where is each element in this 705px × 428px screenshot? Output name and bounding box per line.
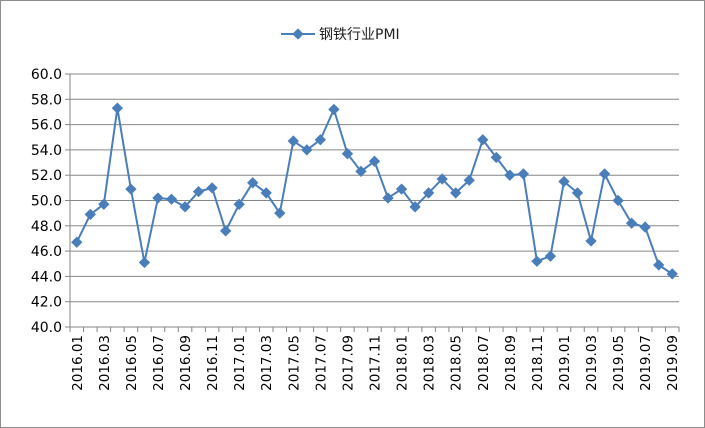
x-tick-label: 2017.07 [313, 335, 329, 391]
x-tick-label: 2016.03 [97, 335, 113, 391]
x-tick-label: 2016.11 [205, 335, 221, 391]
data-point [625, 217, 638, 229]
x-tick-label: 2016.07 [151, 335, 167, 391]
data-point [490, 151, 502, 164]
x-tick-label: 2019.07 [638, 335, 654, 391]
data-point [436, 173, 448, 185]
data-point [422, 187, 435, 199]
series-layer [71, 102, 678, 280]
data-point [450, 187, 462, 199]
y-tick-label: 52.0 [31, 168, 62, 184]
data-point [287, 135, 299, 147]
data-point [71, 236, 83, 248]
y-tick-label: 60.0 [31, 67, 62, 83]
data-point [111, 102, 124, 114]
x-tick-label: 2017.03 [259, 335, 275, 391]
data-point [395, 183, 408, 195]
x-tick-label: 2017.09 [340, 335, 356, 391]
data-point [206, 182, 218, 194]
y-tick-label: 44.0 [31, 269, 62, 285]
legend-label: 钢铁行业PMI [319, 27, 400, 43]
data-point [165, 193, 178, 205]
series-line [75, 107, 673, 275]
data-point [179, 201, 191, 213]
y-tick-label: 58.0 [31, 92, 62, 108]
data-point [504, 169, 516, 181]
x-tick-label: 2016.05 [124, 335, 140, 391]
y-tick-label: 42.0 [31, 295, 62, 311]
y-tick-label: 48.0 [31, 219, 62, 235]
x-tick-label: 2017.11 [368, 335, 384, 391]
data-point [409, 201, 421, 213]
data-point [125, 183, 137, 195]
data-point [585, 235, 597, 247]
data-point [368, 155, 381, 167]
x-tick-label: 2018.09 [503, 335, 519, 391]
x-tick-label: 2018.11 [530, 335, 546, 391]
data-point [152, 192, 164, 204]
data-point [666, 268, 678, 280]
data-point [571, 187, 584, 199]
legend-marker-diamond [292, 28, 304, 40]
x-tick-label: 2016.01 [70, 335, 86, 391]
y-axis: 40.0 42.0 44.0 46.0 48.0 50.0 52.0 54.0 56.0 58.0… [31, 67, 71, 336]
data-point [653, 259, 665, 271]
x-tick-label: 2017.05 [286, 335, 302, 391]
x-tick-label: 2017.01 [232, 335, 248, 391]
data-point [598, 168, 611, 180]
data-point [274, 207, 286, 219]
data-point [477, 134, 489, 146]
data-point [247, 177, 259, 189]
y-tick-label: 56.0 [31, 118, 62, 134]
data-point [138, 256, 151, 269]
y-tick-label: 54.0 [31, 143, 62, 159]
y-tick-label: 46.0 [31, 244, 62, 260]
y-tick-label: 50.0 [31, 194, 62, 210]
y-tick-label: 40.0 [31, 320, 62, 336]
x-tick-label: 2018.07 [476, 335, 492, 391]
x-tick-label: 2019.01 [557, 335, 573, 391]
data-point [328, 103, 340, 116]
x-tick-label: 2018.03 [422, 335, 438, 391]
data-point [639, 221, 651, 233]
data-point [531, 255, 543, 267]
data-point [233, 198, 245, 210]
data-point [341, 148, 354, 160]
data-point [260, 187, 272, 199]
x-axis: 2016.01 2016.03 2016.05 2016.07 2016.09 2016.… [69, 326, 681, 391]
data-point [544, 250, 557, 262]
data-point [192, 185, 205, 198]
data-point [355, 165, 367, 178]
x-tick-label: 2019.05 [611, 335, 627, 391]
data-point [314, 134, 327, 146]
data-point [301, 144, 313, 156]
x-tick-label: 2016.09 [178, 335, 194, 391]
data-point [219, 225, 232, 237]
data-point [463, 174, 475, 186]
x-tick-label: 2019.09 [665, 335, 681, 391]
x-tick-label: 2018.01 [395, 335, 411, 391]
gridlines [70, 73, 679, 328]
data-point [382, 192, 394, 204]
x-tick-label: 2019.03 [584, 335, 600, 391]
data-point [517, 168, 530, 180]
x-tick-label: 2018.05 [449, 335, 465, 391]
legend: 钢铁行业PMI [281, 27, 400, 43]
data-point [558, 175, 570, 188]
data-point [612, 194, 624, 207]
